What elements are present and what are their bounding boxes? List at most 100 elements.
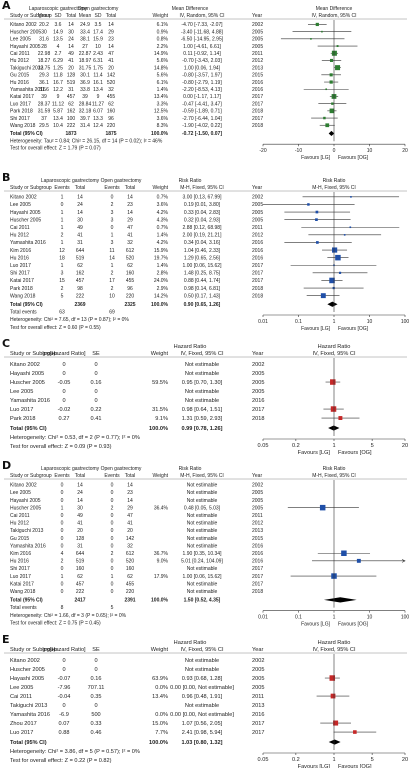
table-cell: 455	[126, 278, 135, 284]
ci-cell: Not estimable	[187, 589, 218, 595]
table-cell: 0	[94, 371, 97, 377]
table-cell: 11	[109, 248, 114, 254]
weight-cell: 3.3%	[157, 101, 169, 107]
effect-square	[338, 271, 342, 274]
ci-cell: Not estimable	[185, 362, 219, 368]
table-cell: 1	[61, 574, 64, 580]
table-cell: 0.27	[59, 416, 70, 422]
weight-cell: 3.6%	[157, 116, 169, 122]
weight-cell: 4.2%	[157, 240, 169, 246]
year-col-header: Year	[252, 473, 262, 479]
table-cell: 39.7	[80, 116, 90, 122]
weight-cell: 1.4%	[157, 87, 169, 93]
study-name: Takiguchi 2013	[10, 528, 44, 534]
effect-square	[315, 218, 318, 221]
year-cell: 2013	[252, 703, 264, 709]
favours-left-label: Favours [LG]	[301, 155, 331, 161]
year-cell: 2005	[252, 676, 264, 682]
table-cell: 17.4	[93, 29, 103, 35]
year-cell: 2002	[252, 658, 264, 664]
group1-header: Laparoscopic gastrectomy	[41, 466, 100, 472]
table-cell: 49	[77, 513, 83, 519]
year-cell: 2005	[252, 505, 263, 511]
total-weight: 100.0%	[151, 598, 169, 604]
ci-cell: 0.19 [0.01, 3.80]	[184, 202, 221, 208]
table-cell: 16.1	[93, 80, 103, 86]
plot-sub-header: IV, Fixed, 95% CI	[312, 647, 355, 653]
table-cell: 0	[111, 483, 114, 489]
study-name: Shi 2017	[10, 116, 30, 122]
table-cell: 13.4	[93, 87, 103, 93]
favours-left-label: Favours [LG]	[301, 326, 331, 332]
axis-tick-label: 0.05	[258, 443, 269, 449]
study-name: Cai 2011	[10, 513, 30, 519]
table-cell: 160	[76, 566, 85, 572]
effect-square	[329, 108, 335, 114]
table-cell: 455	[107, 94, 116, 100]
table-cell: 39	[41, 94, 47, 100]
table-cell: 0	[62, 398, 65, 404]
year-cell: 2002	[252, 362, 264, 368]
table-cell: 31	[77, 543, 83, 549]
year-cell: 2016	[252, 87, 263, 93]
year-cell: 2011	[252, 694, 264, 700]
table-cell: 0.46	[91, 730, 102, 736]
ci-cell: Not estimable	[187, 543, 218, 549]
ci-cell: 1.04 [0.46, 2.33]	[184, 248, 221, 254]
table-cell: 36.1	[39, 80, 49, 86]
plot-header: Hazard Ratio	[318, 344, 351, 350]
favours-right-label: Favours [OG]	[338, 326, 369, 332]
year-cell: 2017	[252, 730, 264, 736]
weight-col-header: Weight	[153, 473, 169, 479]
ci-cell: 2.41 [0.98, 5.94]	[182, 730, 223, 736]
table-cell: 14	[77, 498, 83, 504]
table-cell: 1	[61, 240, 64, 246]
table-cell: 11.27	[92, 101, 104, 107]
table-cell: 3.5	[95, 22, 102, 28]
table-cell: 11.4	[93, 73, 103, 79]
table-cell: 100	[67, 116, 76, 122]
year-cell: 2005	[252, 685, 264, 691]
year-cell: 2005	[252, 29, 263, 35]
year-cell: 2018	[252, 286, 263, 292]
table-cell: 128	[76, 536, 85, 542]
year-cell: 2016	[252, 80, 263, 86]
study-name: Takiguchi 2013	[10, 65, 44, 71]
group2-header: Open gastrectomy	[78, 6, 119, 12]
overall-effect-text: Test for overall effect: Z = 0.09 (P = 0…	[10, 444, 112, 450]
table-cell: 0	[62, 667, 65, 673]
heterogeneity-text: Heterogeneity: Chi² = 3.86, df = 5 (P = …	[10, 749, 140, 755]
weight-cell: 4.2%	[157, 210, 169, 216]
table-cell: 14	[77, 195, 83, 201]
table-cell: 32	[127, 543, 133, 549]
table-cell: 0.33	[91, 721, 102, 727]
ci-col-header: IV, Fixed, 95% CI	[180, 351, 223, 357]
table-cell: 15	[59, 278, 65, 284]
ci-cell: -2.70 [-6.44, 1.04]	[182, 116, 222, 122]
table-cell: 1	[61, 263, 64, 269]
weight-cell: 36.7%	[154, 551, 169, 557]
table-cell: 31.75	[79, 65, 92, 71]
year-cell: 2016	[252, 543, 263, 549]
table-cell: 500	[91, 712, 100, 718]
overall-effect-text: Test for overall effect: Z = 0.60 (P = 0…	[10, 325, 101, 331]
table-cell: 22.98	[38, 51, 51, 57]
events-label: Total events	[10, 310, 37, 316]
table-cell: 49	[68, 51, 74, 57]
weight-cell: 7.7%	[155, 730, 168, 736]
ci-cell: 1.00 [0.06, 15.62]	[183, 574, 223, 580]
ci-cell: 0.32 [0.04, 2.93]	[184, 217, 221, 223]
ci-cell: -0.80 [-2.79, 1.19]	[182, 80, 222, 86]
effect-header: Risk Ratio	[179, 466, 202, 472]
table-cell: 0	[61, 202, 64, 208]
table-cell: 15.9	[93, 37, 103, 43]
study-name: Hu 2012	[10, 58, 29, 64]
table-cell: 222	[76, 293, 85, 299]
table-cell: 14.9	[53, 29, 63, 35]
plot-header: Risk Ratio	[323, 466, 346, 472]
effect-square	[329, 58, 334, 62]
axis-tick-label: 0.1	[295, 615, 302, 621]
study-col-header: Study or Subgroup	[10, 185, 52, 191]
table-cell: 0	[111, 589, 114, 595]
